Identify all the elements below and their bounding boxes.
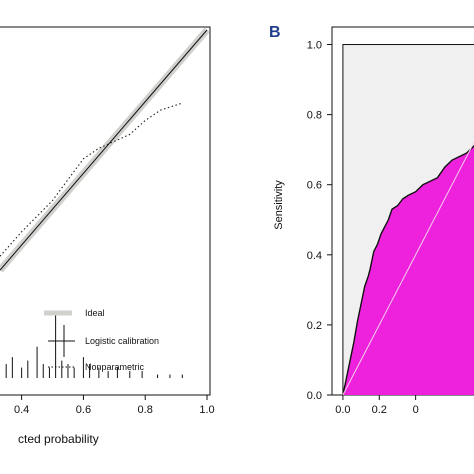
calibration-x-tick-label: 0.8 [138, 404, 153, 416]
calibration-x-axis: 0.4 0.6 0.8 1.0 [14, 395, 215, 416]
roc-x-tick-label: 0.2 [372, 404, 387, 416]
legend-logistic-label: Logistic calibration [85, 336, 159, 346]
calibration-x-tick-label: 0.6 [76, 404, 91, 416]
roc-axes: 0.0 0.2 0.4 0.6 0.8 1.0 0.0 0.2 0 [307, 40, 419, 416]
roc-y-tick-label: 1.0 [307, 40, 322, 52]
roc-y-tick-label: 0.4 [307, 250, 322, 262]
calibration-plot: 0.4 0.6 0.8 1.0 Ideal Logistic calibration … [0, 26, 215, 446]
calibration-x-axis-title: cted probability [18, 432, 99, 446]
calibration-plot-frame [0, 26, 211, 396]
roc-y-tick-label: 0.8 [307, 110, 322, 122]
calibration-x-tick-label: 0.4 [14, 404, 29, 416]
calibration-legend: Ideal Logistic calibration Nonparametric [44, 308, 159, 372]
roc-area [342, 44, 474, 396]
legend-nonparametric-label: Nonparametric [85, 362, 145, 372]
calibration-x-tick-label: 1.0 [199, 404, 214, 416]
calibration-series-logistic-calibration [0, 29, 208, 271]
legend-ideal-label: Ideal [85, 308, 105, 318]
roc-reference-diagonal [342, 141, 474, 396]
roc-curve [342, 145, 474, 396]
roc-y-tick-label: 0.0 [307, 390, 322, 402]
roc-x-tick-label: 0 [413, 404, 419, 416]
roc-plot: 0.0 0.2 0.4 0.6 0.8 1.0 0.0 0.2 0 Sensitivity [273, 26, 474, 416]
roc-y-axis-title: Sensitivity [273, 180, 285, 230]
roc-y-tick-label: 0.6 [307, 180, 322, 192]
roc-x-tick-label: 0.0 [335, 404, 350, 416]
panel-b-letter: B [269, 24, 281, 41]
calibration-distribution-ticks [5, 315, 183, 378]
roc-y-tick-label: 0.2 [307, 320, 322, 332]
calibration-lines [0, 27, 210, 273]
